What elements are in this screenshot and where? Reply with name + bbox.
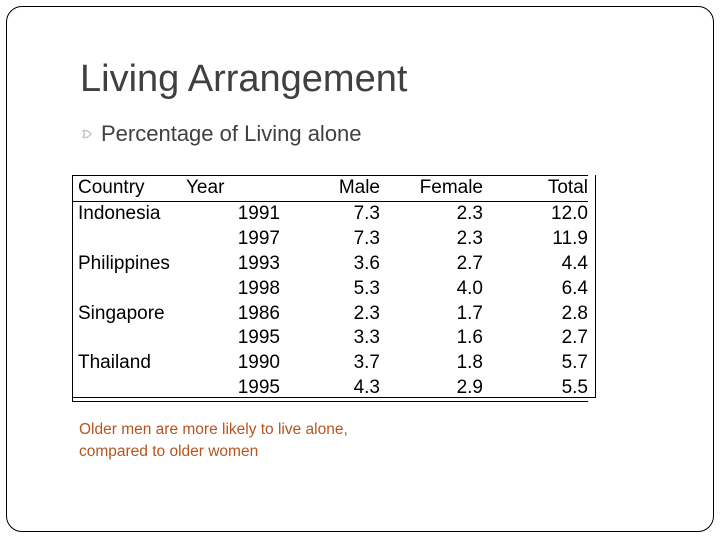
header-male: Male (280, 175, 380, 202)
table-row: 1997 7.3 2.3 11.9 (73, 227, 588, 252)
cell-country: Singapore (78, 302, 165, 324)
header-country: Country (72, 175, 186, 202)
cell-female: 4.0 (456, 277, 483, 299)
table-header-row: Country Year Male Female Total (72, 175, 588, 202)
cell-total: 12.0 (551, 202, 588, 224)
cell-year: 1995 (237, 327, 280, 349)
cell-female: 2.9 (380, 376, 483, 403)
cell-female: 2.3 (456, 202, 483, 224)
cell-country (73, 277, 187, 302)
header-year: Year (186, 175, 280, 202)
cell-year: 1990 (237, 352, 280, 374)
table-row: Singapore 1986 2.3 1.7 2.8 (73, 302, 588, 327)
living-alone-table-frame: Country Year Male Female Total Indonesia… (72, 175, 596, 403)
cell-total: 2.7 (561, 327, 588, 349)
cell-male: 2.3 (353, 302, 380, 324)
bullet-text: Percentage of Living alone (101, 121, 362, 146)
cell-total: 5.7 (561, 352, 588, 374)
table-row: 1998 5.3 4.0 6.4 (73, 277, 588, 302)
cell-year: 1998 (237, 277, 280, 299)
cell-year: 1991 (237, 202, 280, 224)
cell-male: 7.3 (353, 202, 380, 224)
cell-country (72, 376, 186, 403)
bullet-point: Percentage of Living alone (79, 121, 362, 147)
table-row: Philippines 1993 3.6 2.7 4.4 (73, 252, 588, 277)
cell-female: 1.7 (456, 302, 483, 324)
cell-total: 6.4 (561, 277, 588, 299)
cell-year: 1993 (237, 252, 280, 274)
cell-female: 2.7 (456, 252, 483, 274)
cell-male: 3.3 (353, 327, 380, 349)
cell-country (73, 326, 187, 351)
table-row: Indonesia 1991 7.3 2.3 12.0 (73, 201, 588, 226)
cell-female: 2.3 (456, 227, 483, 249)
cell-country: Indonesia (78, 202, 161, 224)
header-total: Total (483, 175, 588, 202)
cell-female: 1.6 (456, 327, 483, 349)
cell-male: 7.3 (353, 227, 380, 249)
cell-total: 5.5 (483, 376, 588, 403)
hollow-curved-bullet-icon (79, 123, 101, 145)
cell-female: 1.8 (456, 352, 483, 374)
cell-year: 1986 (237, 302, 280, 324)
slide-title: Living Arrangement (80, 58, 408, 100)
cell-male: 3.6 (353, 252, 380, 274)
table-row: Thailand 1990 3.7 1.8 5.7 (73, 351, 588, 376)
slide-frame (6, 6, 714, 532)
cell-country: Thailand (78, 352, 151, 374)
table-row: 1995 3.3 1.6 2.7 (73, 326, 588, 351)
cell-male: 5.3 (353, 277, 380, 299)
cell-total: 4.4 (561, 252, 588, 274)
table-row: 1995 4.3 2.9 5.5 (72, 376, 588, 403)
cell-country (73, 227, 187, 252)
cell-male: 3.7 (353, 352, 380, 374)
cell-male: 4.3 (280, 376, 380, 403)
cell-total: 11.9 (552, 227, 588, 249)
cell-year: 1995 (186, 376, 280, 403)
living-alone-table: Country Year Male Female Total Indonesia… (72, 175, 588, 403)
cell-total: 2.8 (561, 302, 588, 324)
summary-note: Older men are more likely to live alone,… (79, 421, 348, 460)
header-female: Female (380, 175, 483, 202)
cell-country: Philippines (78, 252, 170, 274)
cell-year: 1997 (237, 227, 280, 249)
